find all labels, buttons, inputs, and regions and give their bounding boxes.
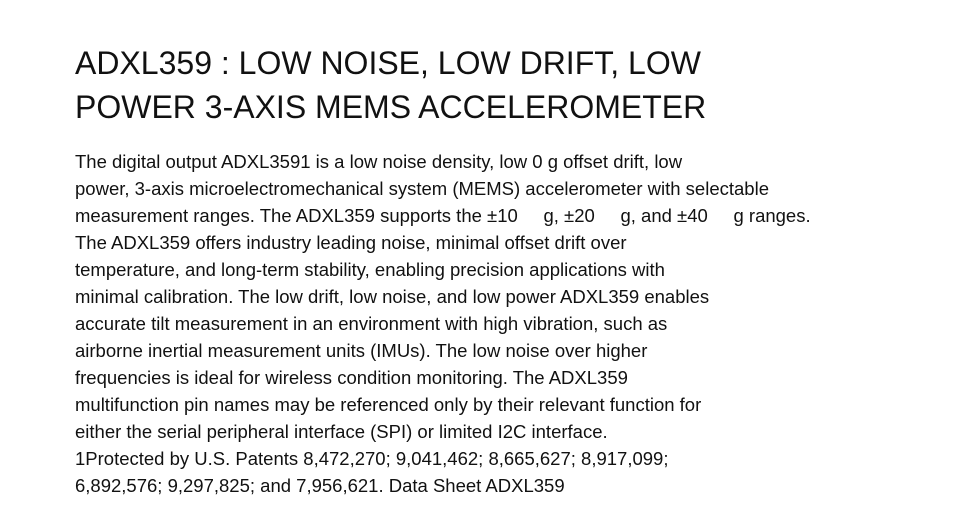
title-line: ADXL359 : LOW NOISE, LOW DRIFT, LOW (75, 45, 701, 81)
body-line: frequencies is ideal for wireless condit… (75, 367, 628, 388)
body-line: measurement ranges. The ADXL359 supports… (75, 205, 811, 226)
document-page: ADXL359 : LOW NOISE, LOW DRIFT, LOW POWE… (75, 41, 945, 499)
body-line: The digital output ADXL3591 is a low noi… (75, 151, 683, 172)
body-line: either the serial peripheral interface (… (75, 421, 608, 442)
body-line: airborne inertial measurement units (IMU… (75, 340, 648, 361)
document-body: The digital output ADXL3591 is a low noi… (75, 148, 945, 499)
document-title: ADXL359 : LOW NOISE, LOW DRIFT, LOW POWE… (75, 41, 945, 129)
body-line: power, 3-axis microelectromechanical sys… (75, 178, 769, 199)
body-line: minimal calibration. The low drift, low … (75, 286, 710, 307)
body-line: accurate tilt measurement in an environm… (75, 313, 668, 334)
title-line: POWER 3-AXIS MEMS ACCELEROMETER (75, 89, 707, 125)
body-line: temperature, and long-term stability, en… (75, 259, 665, 280)
body-line: The ADXL359 offers industry leading nois… (75, 232, 627, 253)
patent-line: 6,892,576; 9,297,825; and 7,956,621. Dat… (75, 475, 565, 496)
body-line: multifunction pin names may be reference… (75, 394, 702, 415)
patent-line: 1Protected by U.S. Patents 8,472,270; 9,… (75, 448, 669, 469)
